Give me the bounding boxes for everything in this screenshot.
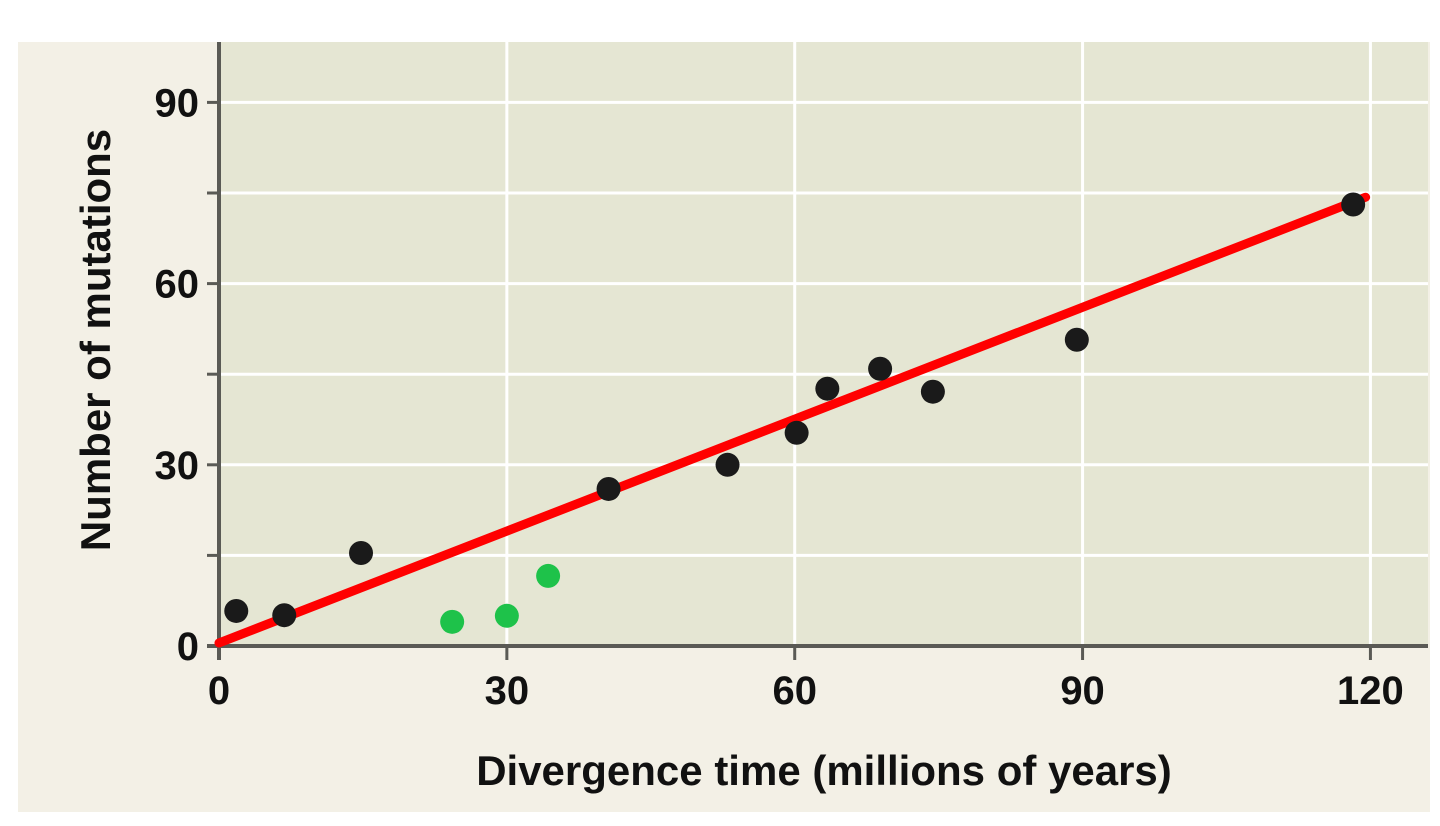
x-tick-label: 120: [1337, 669, 1404, 713]
y-tick-label: 90: [155, 81, 200, 125]
y-axis-label: Number of mutations: [72, 129, 119, 551]
y-tick-label: 30: [155, 444, 200, 488]
x-tick-label: 60: [772, 669, 817, 713]
trend-line: [214, 192, 1371, 648]
data-point: [349, 540, 374, 565]
axes: [207, 42, 1428, 660]
data-point: [715, 452, 740, 477]
data-point: [440, 609, 465, 634]
plot-area: [219, 42, 1428, 646]
data-point: [1064, 327, 1089, 352]
tick-labels: 0 30 60 90 120 0 30 60 90: [155, 81, 1404, 713]
data-point: [224, 598, 249, 623]
data-point: [1341, 192, 1366, 217]
data-points: [224, 192, 1366, 634]
data-point: [494, 603, 519, 628]
x-tick-label: 30: [485, 669, 530, 713]
data-point: [596, 476, 621, 501]
x-tick-label: 90: [1060, 669, 1105, 713]
data-point: [920, 379, 945, 404]
data-point: [868, 356, 893, 381]
x-axis-label: Divergence time (millions of years): [476, 747, 1172, 794]
data-point: [272, 603, 297, 628]
y-tick-label: 0: [177, 625, 199, 669]
x-tick-label: 0: [208, 669, 230, 713]
data-point: [536, 563, 561, 588]
y-tick-label: 60: [155, 263, 200, 307]
data-point: [815, 376, 840, 401]
gridlines: [219, 42, 1428, 646]
data-point: [784, 420, 809, 445]
